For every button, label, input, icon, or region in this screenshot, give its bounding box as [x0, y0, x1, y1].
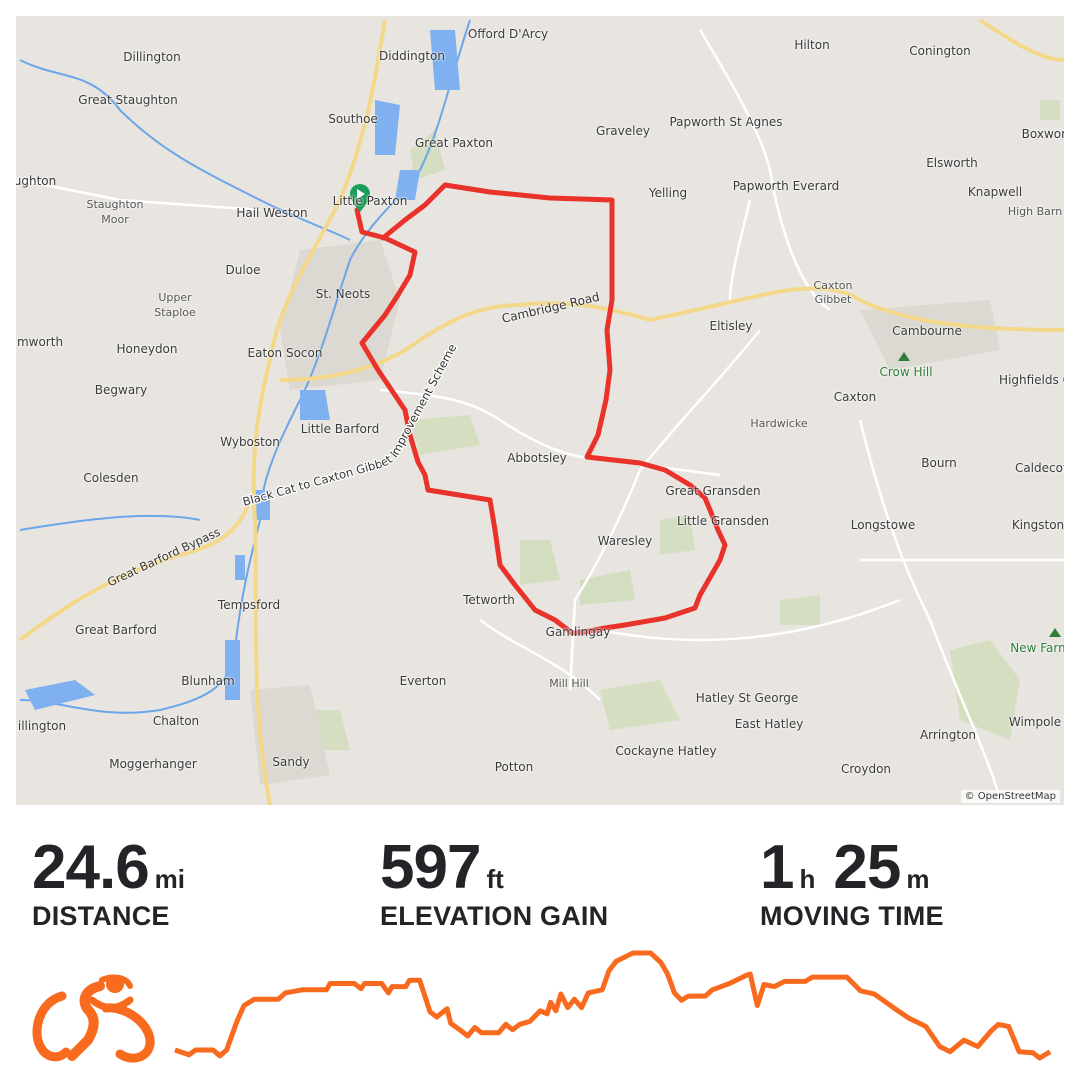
place-label: Elsworth: [926, 156, 978, 170]
place-label: Staughton: [86, 198, 144, 211]
place-label: Little Barford: [300, 422, 380, 436]
moving-time-stat: 1 h 25 m MOVING TIME: [760, 832, 944, 932]
minutes-unit: m: [906, 864, 930, 894]
place-label: Croydon: [840, 762, 892, 776]
place-label: Upper: [158, 291, 192, 304]
place-label: Hail Weston: [236, 206, 308, 220]
place-label: Colesden: [83, 471, 139, 485]
place-label: Hardwicke: [750, 417, 808, 430]
moving-time-label: MOVING TIME: [760, 901, 944, 931]
place-label: Potton: [494, 760, 534, 774]
distance-stat: 24.6 mi DISTANCE: [32, 832, 185, 932]
route-line: [354, 182, 728, 636]
place-label: Begwary: [94, 383, 148, 397]
map-base: Black Cat to Caxton Gibbet Improvement S…: [18, 18, 1064, 805]
place-label: Tetworth: [463, 593, 515, 607]
lakes: [25, 30, 460, 710]
peak-icon: [1049, 628, 1061, 637]
place-label: Knapwell: [967, 185, 1023, 199]
hours-value: 1: [760, 833, 794, 902]
cyclist-icon: [32, 974, 155, 1063]
place-label: Great Gransden: [665, 484, 761, 498]
place-label: Conington: [909, 44, 971, 58]
place-label: Southoe: [328, 112, 378, 126]
place-label: Everton: [399, 674, 447, 688]
place-label: Hilton: [794, 38, 830, 52]
place-label: Little Paxton: [332, 194, 408, 208]
map-attribution[interactable]: © OpenStreetMap: [960, 790, 1060, 803]
place-label: Sandy: [272, 755, 310, 769]
place-label: Crow Hill: [879, 365, 933, 379]
place-label: Gamlingay: [545, 625, 611, 639]
place-label: Great Paxton: [414, 136, 494, 150]
hours-unit: h: [799, 864, 816, 894]
place-label: East Hatley: [734, 717, 804, 731]
place-label: Papworth Everard: [732, 179, 840, 193]
place-label: St. Neots: [315, 287, 371, 301]
place-label: Wimpole: [1008, 715, 1062, 729]
place-label: Staploe: [154, 306, 196, 319]
place-label: Waresley: [597, 534, 653, 548]
elevation-value: 597: [380, 833, 481, 902]
distance-unit: mi: [154, 864, 186, 894]
distance-value: 24.6: [32, 833, 150, 902]
place-label: Abbotsley: [507, 451, 567, 465]
route-map[interactable]: Black Cat to Caxton Gibbet Improvement S…: [16, 16, 1064, 805]
place-label: Great Barford: [75, 623, 157, 637]
place-label: Dillington: [123, 50, 181, 64]
place-label: Moggerhanger: [109, 757, 197, 771]
place-label: Cambourne: [892, 324, 962, 338]
place-label: High Barn: [1007, 205, 1063, 218]
place-label: Caxton: [813, 279, 853, 292]
place-label: Wyboston: [220, 435, 280, 449]
elevation-unit: ft: [486, 864, 504, 894]
place-label: ughton: [16, 174, 57, 188]
minor-roads: [19, 29, 1064, 801]
minutes-value: 25: [833, 833, 901, 902]
place-label: Longstowe: [850, 518, 916, 532]
place-label: Chalton: [152, 714, 200, 728]
place-label: Caxton: [833, 390, 877, 404]
place-label: Moor: [101, 213, 129, 226]
place-label: Yelling: [648, 186, 688, 200]
elevation-profile-line: [174, 950, 1052, 1061]
place-label: Graveley: [596, 124, 650, 138]
place-label: Diddington: [378, 49, 446, 63]
place-label: Little Gransden: [676, 514, 770, 528]
place-label: Honeydon: [116, 342, 178, 356]
place-label: mworth: [16, 335, 64, 349]
place-label: Cockayne Hatley: [615, 744, 717, 758]
place-label: Caldecote: [1014, 461, 1064, 475]
place-label: Eaton Socon: [247, 346, 323, 360]
place-label: Mill Hill: [549, 677, 589, 690]
place-label: Hatley St George: [695, 691, 799, 705]
place-label: Boxworth: [1021, 127, 1064, 141]
start-marker-icon[interactable]: [350, 184, 370, 212]
place-label: Tempsford: [217, 598, 281, 612]
place-label: New Farm: [1010, 641, 1064, 655]
place-label: Offord D'Arcy: [467, 27, 549, 41]
place-label: Duloe: [225, 263, 261, 277]
place-label: Bourn: [921, 456, 957, 470]
peak-icon: [898, 352, 910, 361]
place-label: Great Staughton: [78, 93, 178, 107]
place-label: illington: [17, 719, 67, 733]
main-roads: [18, 18, 1064, 805]
elevation-stat: 597 ft ELEVATION GAIN: [380, 832, 608, 932]
place-label: Gibbet: [814, 293, 852, 306]
place-label: Eltisley: [709, 319, 753, 333]
place-label: Kingston: [1011, 518, 1064, 532]
place-label: Blunham: [181, 674, 235, 688]
distance-label: DISTANCE: [32, 901, 170, 931]
place-label: Highfields C: [999, 373, 1064, 387]
elevation-label: ELEVATION GAIN: [380, 901, 609, 931]
place-label: Arrington: [919, 728, 977, 742]
place-label: Papworth St Agnes: [669, 115, 783, 129]
elevation-section: [32, 950, 1052, 1063]
